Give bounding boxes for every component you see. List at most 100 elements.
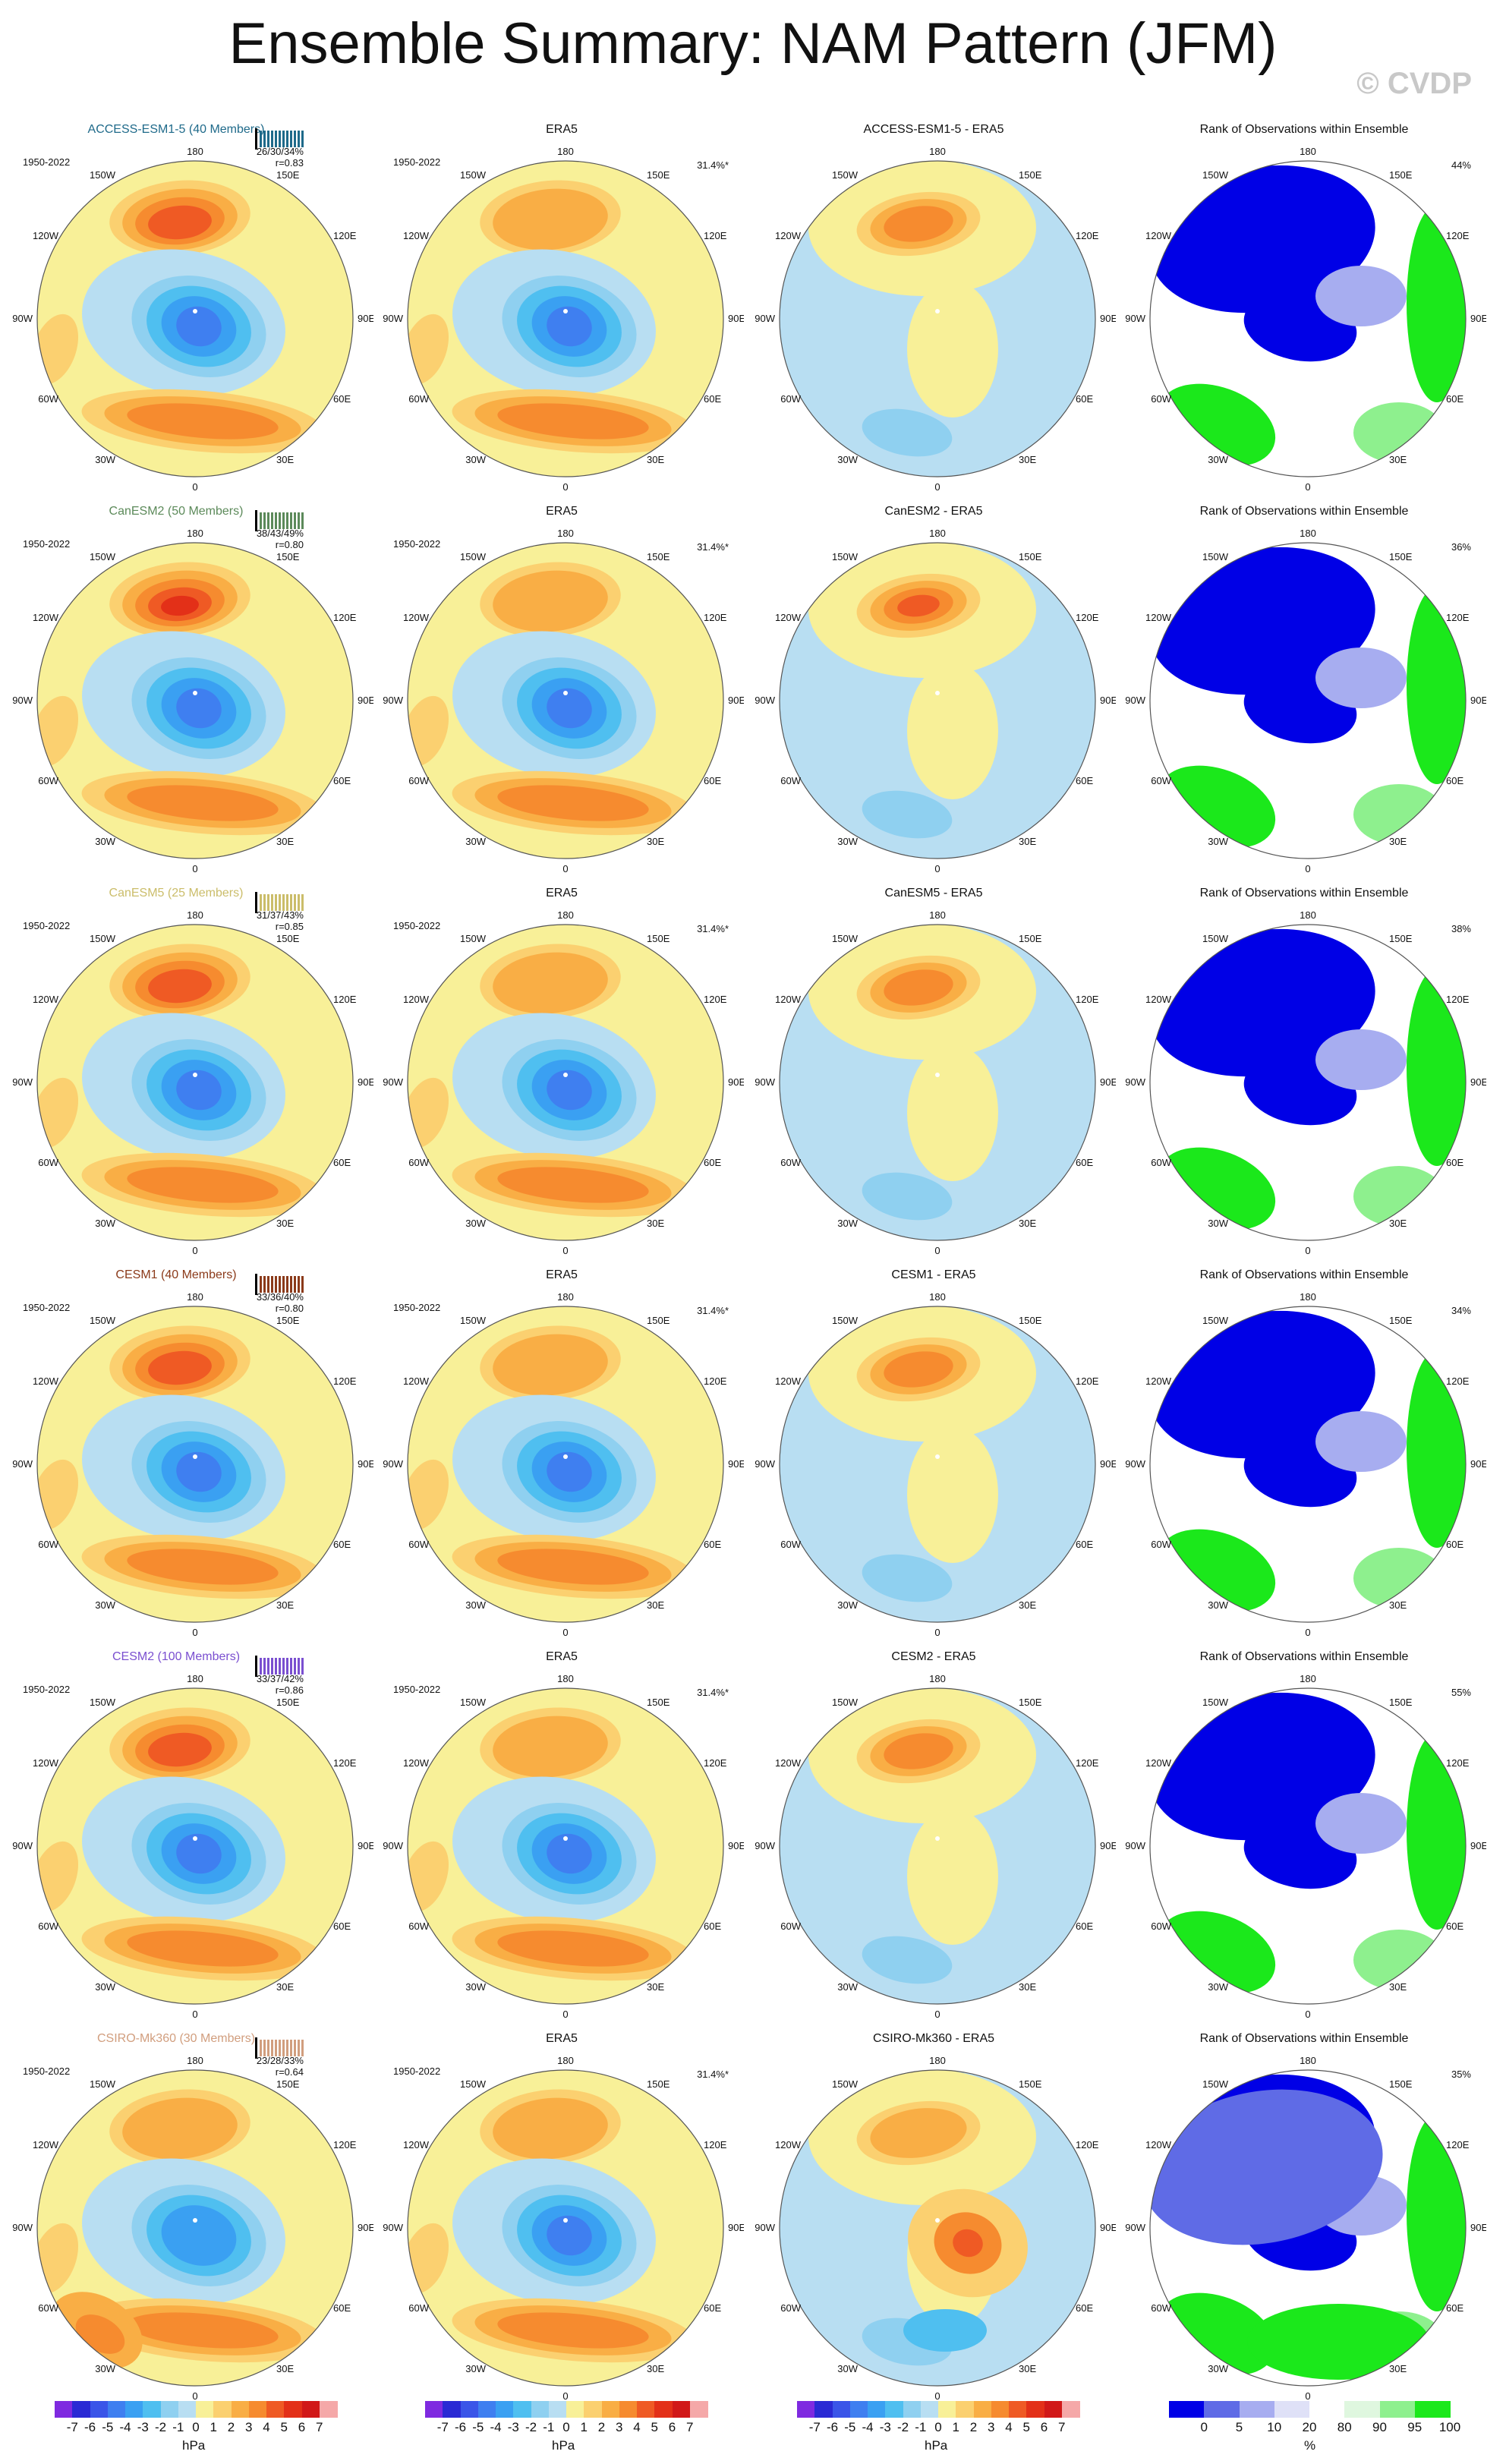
longitude-label-lower-right-inner: 30E xyxy=(276,2363,294,2374)
rug-tick xyxy=(290,131,292,147)
atlantic-high xyxy=(127,1930,279,1967)
longitude-label-bottom: 0 xyxy=(934,2390,940,2402)
colorbar-tick-label: -5 xyxy=(472,2420,484,2434)
rank-low xyxy=(1150,1310,1375,1459)
map-outline xyxy=(36,542,354,859)
atlantic-high xyxy=(127,785,279,821)
longitude-label-upper-left-inner: 150W xyxy=(1202,169,1229,181)
longitude-label-lower-right-outer: 60E xyxy=(704,1157,721,1168)
longitude-label-upper-right-inner: 150E xyxy=(647,1315,670,1326)
longitude-label-lower-left-inner: 30W xyxy=(1208,1218,1228,1229)
rank-map: 180 0 90W 90E 120W 150W 120E 150E 60W 30W 60E 30E xyxy=(1125,1673,1486,2020)
longitude-label-upper-left-inner: 150W xyxy=(460,933,487,944)
diff-title: CESM1 - ERA5 xyxy=(891,1268,976,1281)
explained-variance: 31.4%* xyxy=(697,541,729,553)
longitude-label-lower-left-inner: 30W xyxy=(95,454,115,465)
rug-tick xyxy=(267,894,269,911)
longitude-label-lower-left-outer: 60W xyxy=(408,1920,429,1932)
rug-tick xyxy=(271,1276,273,1293)
colorbar-swatch xyxy=(920,2401,939,2418)
longitude-label-bottom: 0 xyxy=(192,2390,197,2402)
longitude-label-left: 90W xyxy=(383,2222,403,2233)
observed-marker xyxy=(255,1274,257,1295)
rank-low xyxy=(1150,547,1375,695)
longitude-label-right: 90E xyxy=(728,1458,744,1470)
longitude-label-upper-left-inner: 150W xyxy=(90,1315,116,1326)
longitude-label-lower-right-outer: 60E xyxy=(1076,1539,1093,1550)
longitude-label-upper-right-outer: 120E xyxy=(704,230,727,241)
longitude-label-top: 180 xyxy=(929,2055,946,2066)
pacific-high xyxy=(493,570,608,632)
map-outline xyxy=(36,2069,354,2387)
variance-stats: 33/37/42% r=0.86 xyxy=(257,1673,304,1696)
longitude-label-lower-left-outer: 60W xyxy=(408,393,429,405)
pacific-high xyxy=(493,952,608,1014)
diff-title: CSIRO-Mk360 - ERA5 xyxy=(872,2032,995,2045)
colorbar-tick-label: 0 xyxy=(562,2420,570,2434)
pole-marker xyxy=(193,1454,197,1459)
colorbar-swatch xyxy=(513,2401,531,2418)
pacific-high xyxy=(122,2097,238,2160)
longitude-label-lower-left-outer: 60W xyxy=(1151,1539,1171,1550)
longitude-label-left: 90W xyxy=(383,1840,403,1851)
pattern-correlation: r=0.83 xyxy=(275,157,304,169)
explained-variance: 31.4%* xyxy=(697,2069,729,2080)
longitude-label-upper-left-inner: 150W xyxy=(1202,1697,1229,1708)
longitude-label-left: 90W xyxy=(383,1458,403,1470)
longitude-label-upper-right-inner: 150E xyxy=(647,2078,670,2090)
rug-tick xyxy=(275,131,277,147)
pattern-correlation: r=0.86 xyxy=(275,1684,304,1696)
explained-variance: 31.4%* xyxy=(697,1305,729,1316)
rug-tick xyxy=(263,894,266,911)
arctic-low xyxy=(547,1451,592,1492)
longitude-label-bottom: 0 xyxy=(1305,2009,1310,2020)
longitude-label-bottom: 0 xyxy=(1305,1245,1310,1256)
map-outline xyxy=(407,1687,724,2005)
rug-tick xyxy=(282,894,285,911)
colorbar-tick-label: -1 xyxy=(915,2420,927,2434)
longitude-label-upper-right-outer: 120E xyxy=(1446,2139,1470,2150)
colorbar-swatch xyxy=(443,2401,461,2418)
rank-percent: 55% xyxy=(1451,1687,1471,1698)
longitude-label-lower-right-inner: 30E xyxy=(1389,1599,1407,1611)
pole-marker xyxy=(563,309,568,314)
map-outline xyxy=(779,1687,1096,2005)
arctic-low xyxy=(176,306,222,347)
longitude-label-bottom: 0 xyxy=(192,1245,197,1256)
longitude-label-top: 180 xyxy=(557,1673,574,1684)
map-outline xyxy=(1149,924,1467,1241)
colorbar-tick-label: 4 xyxy=(263,2420,270,2434)
pacific-high xyxy=(493,188,608,250)
colorbar-swatch xyxy=(55,2401,73,2418)
longitude-label-upper-right-inner: 150E xyxy=(1019,1697,1042,1708)
longitude-label-upper-right-outer: 120E xyxy=(704,994,727,1005)
rug-tick xyxy=(260,131,262,147)
colorbar-swatch xyxy=(460,2401,479,2418)
colorbar-swatch xyxy=(496,2401,514,2418)
longitude-label-upper-left-outer: 120W xyxy=(775,2139,802,2150)
rug-tick xyxy=(286,2040,288,2056)
diff-positive xyxy=(907,1426,998,1563)
longitude-label-lower-right-inner: 30E xyxy=(1019,1599,1036,1611)
atlantic-high xyxy=(497,785,649,821)
colorbar-tick-label: 6 xyxy=(668,2420,676,2434)
longitude-label-left: 90W xyxy=(755,695,775,706)
longitude-label-lower-right-inner: 30E xyxy=(647,836,664,847)
longitude-label-lower-left-inner: 30W xyxy=(1208,1981,1228,1993)
colorbar-swatch xyxy=(319,2401,338,2418)
colorbar-tick-label: 20 xyxy=(1302,2420,1317,2434)
longitude-label-upper-left-outer: 120W xyxy=(403,612,430,623)
map-outline xyxy=(407,2069,724,2387)
rank-low xyxy=(1150,2089,1383,2245)
rug-tick xyxy=(298,2040,300,2056)
rug-tick xyxy=(290,1658,292,1675)
longitude-label-upper-right-inner: 150E xyxy=(1389,551,1413,562)
rug-tick xyxy=(286,894,288,911)
explained-variance: 31.4%* xyxy=(697,159,729,171)
longitude-label-upper-left-inner: 150W xyxy=(1202,1315,1229,1326)
longitude-label-lower-right-inner: 30E xyxy=(1019,1981,1036,1993)
longitude-label-lower-right-outer: 60E xyxy=(333,1920,351,1932)
map-outline xyxy=(779,924,1096,1241)
colorbar-tick-label: -6 xyxy=(83,2420,96,2434)
rug-tick xyxy=(301,1658,304,1675)
